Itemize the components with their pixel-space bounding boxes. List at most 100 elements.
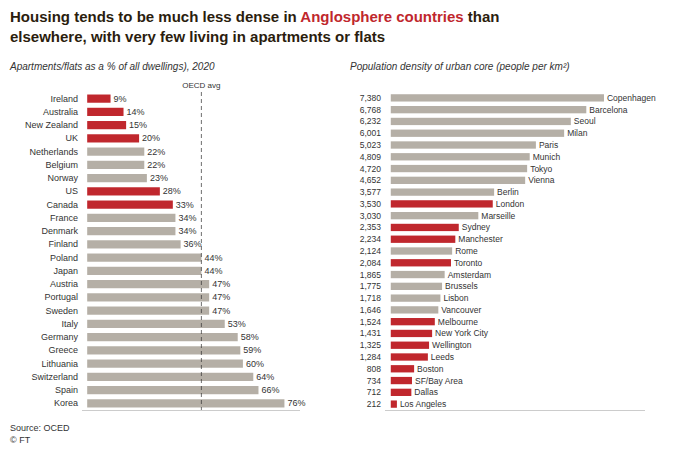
bar [391, 200, 493, 207]
bar [87, 240, 180, 248]
data-label: 3,577 [360, 187, 382, 197]
data-label: 14% [127, 107, 145, 117]
reference-line [201, 92, 202, 410]
data-label: 44% [204, 253, 222, 263]
data-label: 66% [261, 385, 279, 395]
chart-root: Housing tends to be much less dense in A… [0, 0, 700, 451]
data-label: 22% [147, 147, 165, 157]
category-label: Amsterdam [448, 270, 491, 280]
category-label: Ireland [50, 94, 78, 104]
category-label: SF/Bay Area [415, 376, 463, 386]
data-label: 76% [287, 398, 305, 408]
data-label: 60% [246, 359, 264, 369]
data-label: 1,646 [360, 305, 382, 315]
category-label: Marseille [481, 211, 515, 221]
data-label: 6,768 [360, 105, 382, 115]
category-label: US [65, 186, 78, 196]
bar [87, 121, 126, 129]
bar [391, 165, 527, 172]
bar [87, 307, 209, 315]
bar [87, 161, 144, 169]
data-label: 58% [241, 332, 259, 342]
category-label: New York City [435, 328, 489, 338]
category-label: France [50, 213, 78, 223]
data-label: 6,001 [360, 128, 382, 138]
category-label: Lithuania [41, 359, 78, 369]
category-label: Los Angeles [400, 399, 446, 409]
category-label: Rome [455, 246, 478, 256]
category-label: Japan [53, 266, 78, 276]
data-label: 5,023 [360, 140, 382, 150]
data-label: 59% [243, 345, 261, 355]
subtitle: Population density of urban core (people… [350, 61, 570, 72]
bar [87, 386, 258, 394]
category-label: Sydney [462, 222, 491, 232]
bar [391, 271, 445, 278]
bar [87, 360, 243, 368]
bar [391, 318, 435, 325]
data-label: 6,232 [360, 116, 382, 126]
bar [391, 330, 432, 337]
title-segment: than [464, 8, 500, 25]
bar [391, 236, 456, 243]
data-label: 1,524 [360, 317, 382, 327]
bar [87, 346, 240, 354]
bar [87, 280, 209, 288]
category-label: Greece [48, 345, 78, 355]
category-label: Leeds [431, 352, 454, 362]
x-axis-line [82, 410, 300, 411]
category-label: Paris [539, 140, 558, 150]
bar [87, 320, 225, 328]
data-label: 2,234 [360, 234, 382, 244]
category-label: Wellington [432, 340, 472, 350]
bar [87, 333, 238, 341]
category-label: Australia [43, 107, 78, 117]
bar [391, 283, 442, 290]
data-label: 15% [129, 120, 147, 130]
data-label: 4,720 [360, 164, 382, 174]
data-label: 1,775 [360, 281, 382, 291]
title-segment: Housing tends to be much less dense in [10, 8, 300, 25]
data-label: 36% [184, 239, 202, 249]
panel: Apartments/flats as a % of all dwellings… [9, 61, 305, 411]
data-label: 47% [212, 306, 230, 316]
category-label: Austria [50, 279, 78, 289]
data-label: 4,809 [360, 152, 382, 162]
category-label: Barcelona [589, 105, 628, 115]
bar [391, 365, 414, 372]
bar [87, 148, 144, 156]
bar [391, 294, 441, 301]
bar [391, 141, 536, 148]
bar [87, 254, 201, 262]
data-label: 712 [367, 387, 381, 397]
bar [391, 377, 412, 384]
data-label: 64% [256, 372, 274, 382]
data-label: 1,718 [360, 293, 382, 303]
bar [87, 95, 110, 103]
reference-label: OECD avg [182, 81, 220, 90]
category-label: Boston [417, 364, 444, 374]
bar [87, 214, 175, 222]
bar [391, 342, 429, 349]
bar [391, 177, 525, 184]
bar [391, 247, 452, 254]
bar [87, 293, 209, 301]
category-label: Vienna [528, 175, 555, 185]
data-label: 1,431 [360, 328, 382, 338]
subtitle: Apartments/flats as a % of all dwellings… [9, 61, 215, 72]
data-label: 20% [142, 133, 160, 143]
category-label: Sweden [45, 306, 78, 316]
data-label: 23% [150, 173, 168, 183]
data-label: 47% [212, 292, 230, 302]
category-label: Netherlands [29, 147, 78, 157]
bar [87, 267, 201, 275]
x-axis-line [385, 410, 645, 411]
bar [87, 108, 123, 116]
bars [391, 94, 604, 408]
data-label: 808 [367, 364, 381, 374]
data-label: 47% [212, 279, 230, 289]
category-label: UK [65, 133, 78, 143]
category-label: London [496, 199, 525, 209]
data-label: 2,353 [360, 222, 382, 232]
category-label: Milan [567, 128, 588, 138]
